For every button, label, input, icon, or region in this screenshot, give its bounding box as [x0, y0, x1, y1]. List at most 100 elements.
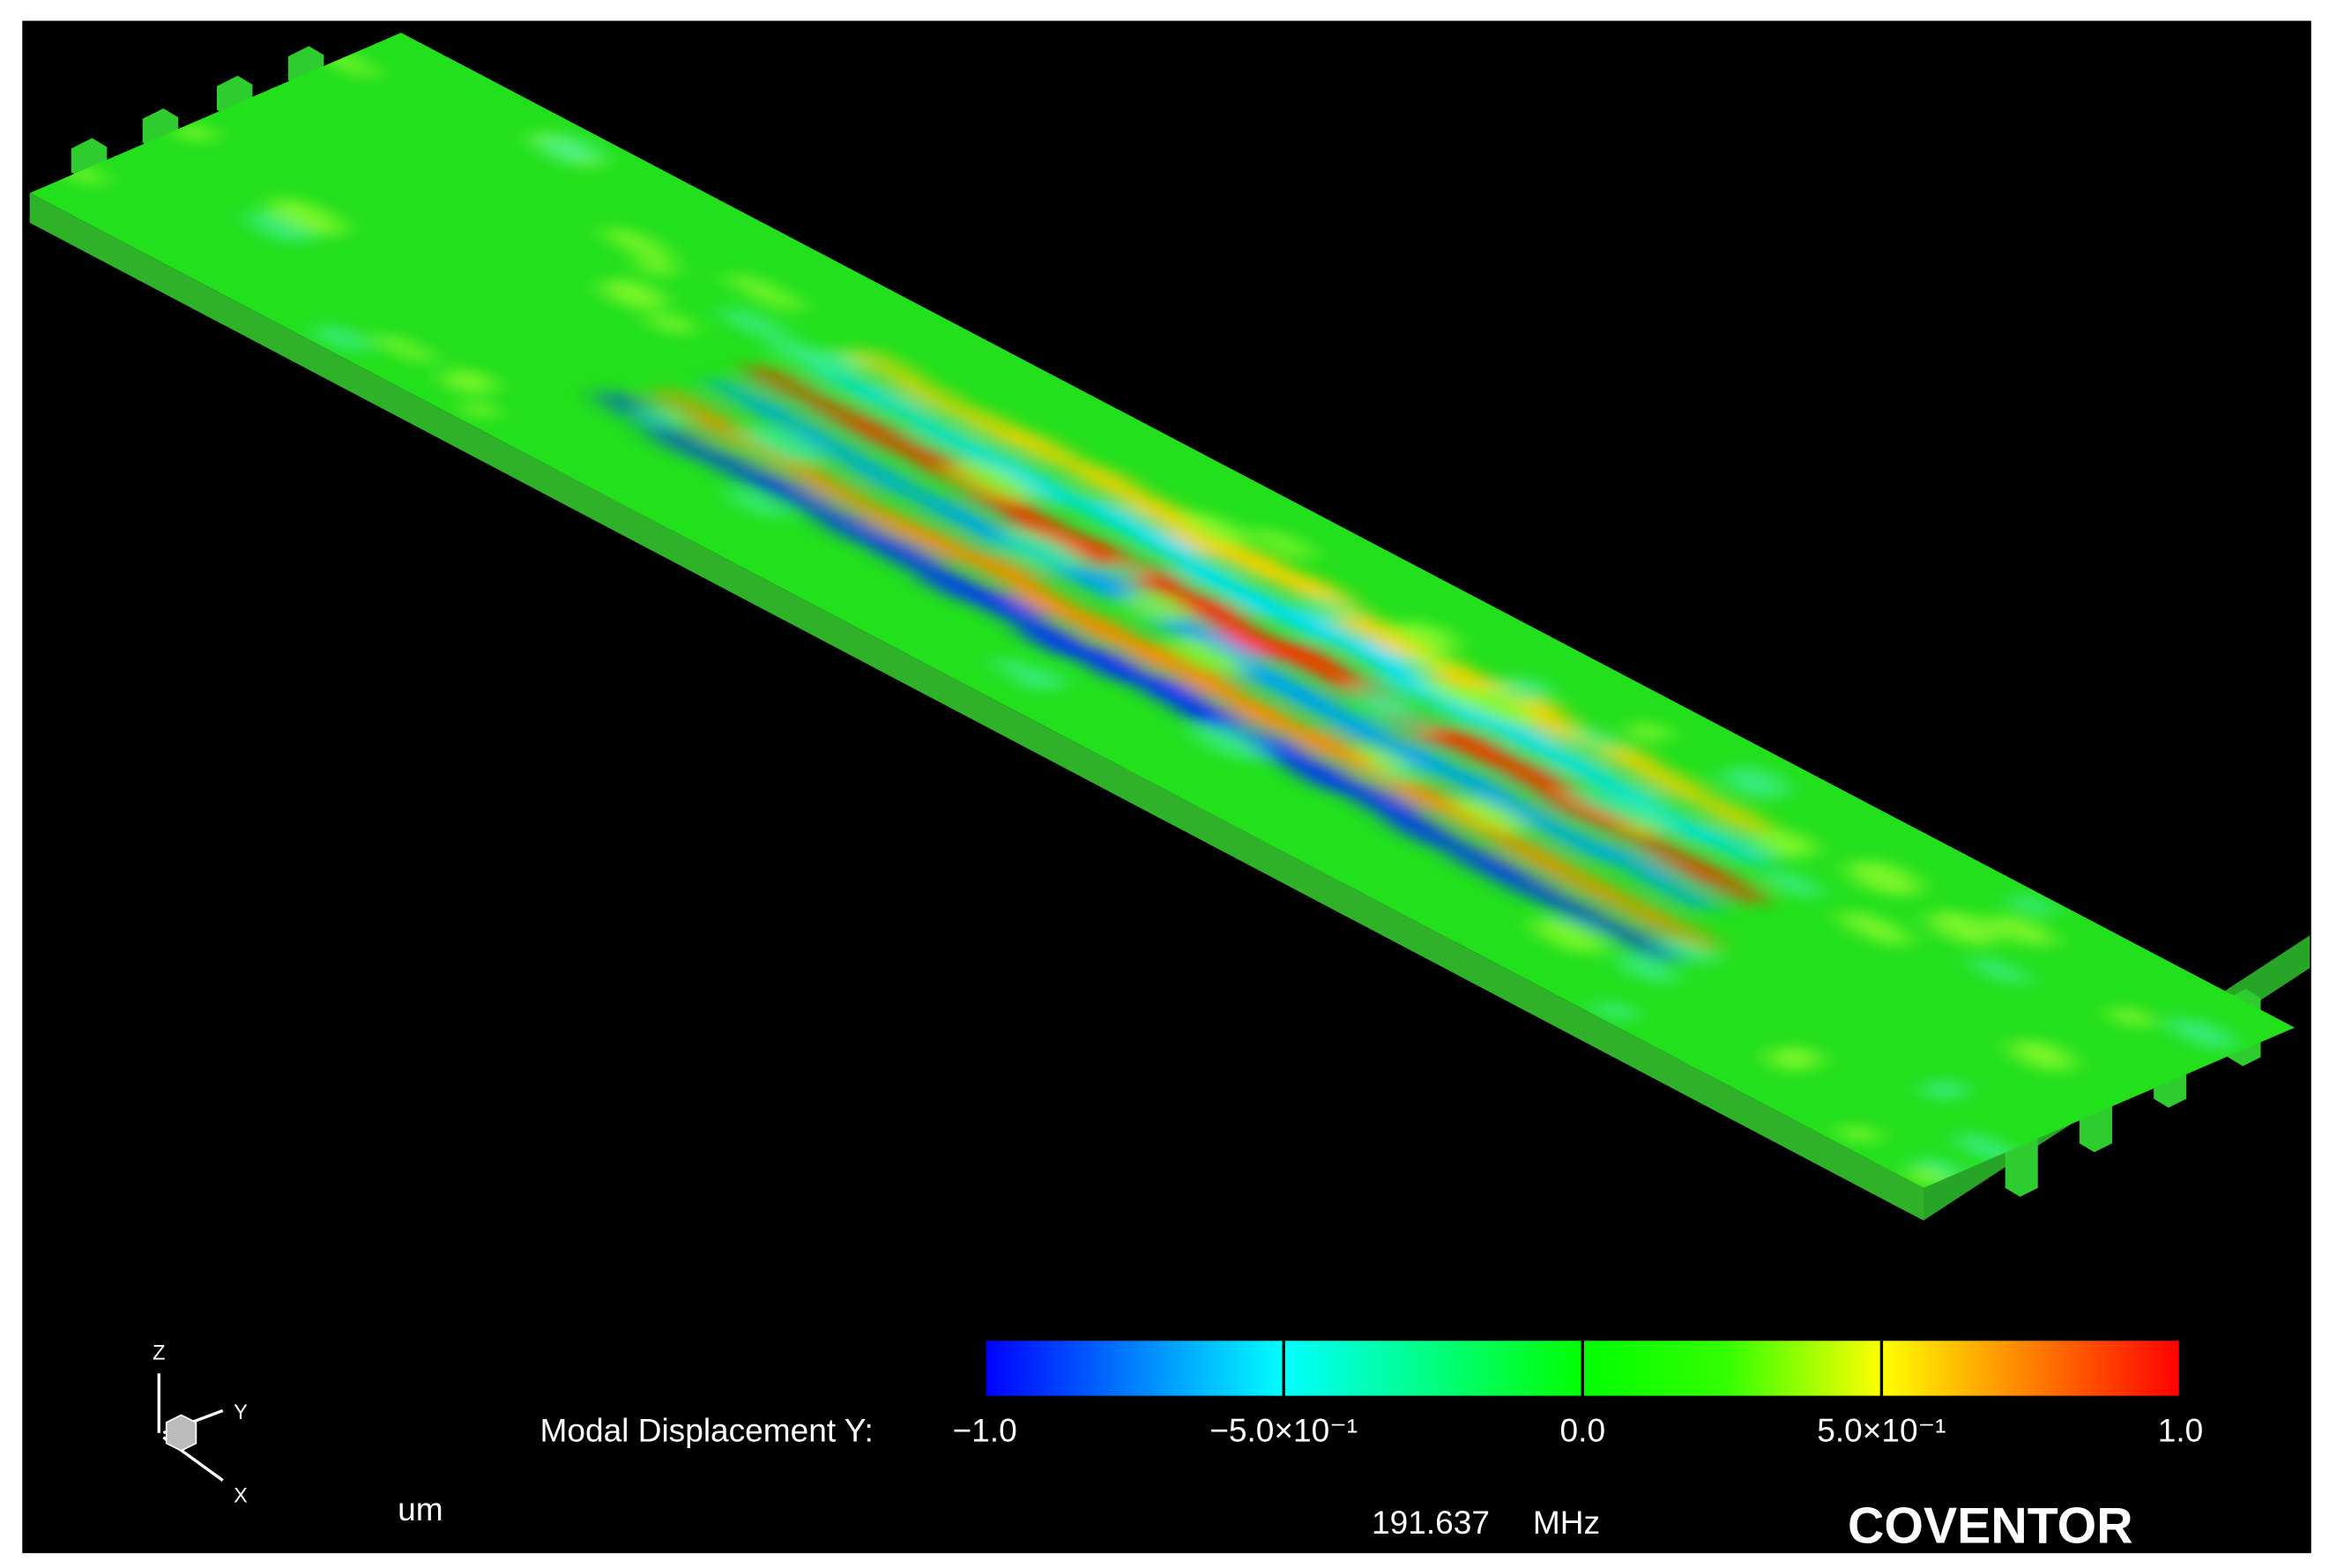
field-blob: [1118, 490, 1197, 531]
field-blob: [1383, 809, 1462, 851]
field-blob: [1617, 954, 1678, 985]
field-blob: [539, 134, 600, 165]
field-blob: [2009, 893, 2055, 917]
field-blob: [1848, 859, 1921, 897]
field-blob: [443, 368, 495, 395]
field-blob: [1453, 797, 1524, 834]
field-blob: [2010, 1039, 2074, 1072]
field-blob: [1928, 910, 1999, 947]
field-blob: [720, 306, 788, 341]
field-blob: [904, 525, 984, 566]
field-blob: [1123, 592, 1186, 624]
axis-label-x: X: [234, 1483, 248, 1506]
field-blob: [376, 333, 435, 364]
field-blob: [1347, 681, 1411, 715]
field-blob: [1923, 1080, 1967, 1101]
field-blob: [1460, 686, 1537, 725]
field-blob: [1192, 722, 1270, 762]
field-blob: [269, 197, 345, 236]
field-blob: [952, 460, 1032, 502]
field-blob: [1005, 467, 1084, 509]
field-blob: [1840, 1125, 1878, 1143]
field-blob: [247, 211, 311, 243]
field-blob: [1908, 1167, 1947, 1187]
field-blob: [1587, 807, 1666, 849]
field-blob: [1756, 829, 1815, 859]
field-blob: [1722, 766, 1788, 799]
field-blob: [1618, 798, 1673, 827]
field-blob: [1593, 1000, 1637, 1022]
field-blob: [1693, 826, 1772, 867]
field-blob: [2169, 1016, 2235, 1051]
field-blob: [1299, 593, 1357, 623]
field-blob: [807, 349, 862, 376]
field-blob: [1688, 865, 1767, 906]
field-blob: [727, 272, 803, 312]
field-blob: [743, 425, 821, 465]
field-blob: [642, 407, 681, 427]
field-blob: [1355, 746, 1407, 773]
brand: COVENTOR: [1848, 1497, 2133, 1554]
field-blob: [1169, 662, 1248, 703]
field-blob: [649, 312, 694, 335]
field-blob: [1015, 668, 1062, 692]
field-blob: [1641, 911, 1720, 953]
field-blob: [462, 401, 497, 419]
field-blob: [1567, 786, 1635, 822]
field-blob: [1391, 621, 1458, 654]
field-blob: [1623, 818, 1659, 836]
field-blob: [1172, 590, 1251, 631]
field-blob: [755, 475, 835, 516]
field-blob: [1840, 910, 1910, 947]
field-blob: [1002, 428, 1082, 470]
field-blob: [1604, 923, 1683, 964]
field-blob: [726, 488, 787, 520]
field-blob: [1215, 620, 1294, 660]
field-blob: [1497, 676, 1551, 702]
field-blob: [644, 422, 724, 464]
field-blob: [852, 383, 932, 425]
field-blob: [1222, 693, 1301, 734]
field-blob: [1172, 635, 1246, 674]
field-blob: [993, 657, 1029, 674]
field-blob: [2109, 1006, 2153, 1028]
field-blob: [798, 471, 877, 512]
field-blob: [1000, 530, 1081, 572]
field-blob: [175, 123, 214, 143]
field-blob: [967, 552, 1046, 593]
field-blob: [1409, 650, 1449, 672]
axis-label-y: Y: [234, 1401, 248, 1423]
field-blob: [637, 256, 677, 277]
colorbar-tick-label: 1.0: [2158, 1411, 2204, 1448]
field-blob: [1628, 722, 1669, 742]
frequency-unit: MHz: [1533, 1504, 1600, 1541]
field-blob: [689, 412, 769, 454]
beam-top-face: [29, 33, 2296, 1188]
axis-triad: [157, 1373, 224, 1482]
axis-label-z: Z: [153, 1341, 165, 1364]
frequency: 191.637: [1372, 1504, 1490, 1541]
field-blob: [1971, 956, 2028, 986]
field-blob: [1172, 696, 1251, 738]
field-blob: [1767, 1045, 1820, 1072]
field-blob: [1418, 677, 1481, 710]
field-blob: [1641, 871, 1720, 912]
field-blob: [744, 363, 823, 405]
field-blob: [1253, 527, 1315, 561]
field-blob: [1533, 918, 1605, 955]
field-blob: [895, 377, 974, 419]
field-blob: [1274, 606, 1353, 647]
field-blob: [1319, 707, 1398, 748]
colorbar-tick-label: 5.0×10⁻¹: [1817, 1411, 1946, 1448]
field-blob: [966, 586, 1045, 628]
field-blob: [846, 346, 926, 388]
field-blob: [1182, 511, 1250, 546]
colorbar-title: Modal Displacement Y:: [539, 1411, 873, 1448]
colorbar-tick-label: 0.0: [1560, 1411, 1606, 1448]
field-blob: [1181, 626, 1261, 667]
field-blob: [864, 533, 944, 575]
field-blob: [1762, 868, 1822, 899]
field-blob: [1284, 754, 1364, 796]
field-blob: [1633, 762, 1712, 804]
